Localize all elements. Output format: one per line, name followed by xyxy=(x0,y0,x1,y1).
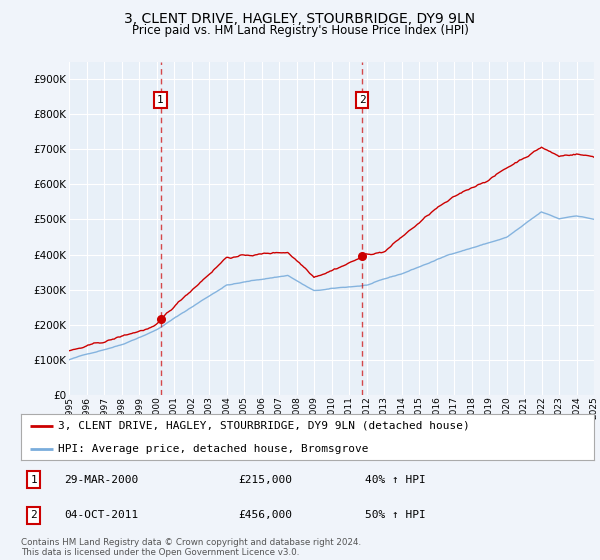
Text: HPI: Average price, detached house, Bromsgrove: HPI: Average price, detached house, Brom… xyxy=(58,444,369,454)
Text: Contains HM Land Registry data © Crown copyright and database right 2024.
This d: Contains HM Land Registry data © Crown c… xyxy=(21,538,361,557)
Text: 2: 2 xyxy=(359,95,365,105)
Text: 3, CLENT DRIVE, HAGLEY, STOURBRIDGE, DY9 9LN (detached house): 3, CLENT DRIVE, HAGLEY, STOURBRIDGE, DY9… xyxy=(58,421,470,431)
Text: 50% ↑ HPI: 50% ↑ HPI xyxy=(365,511,425,520)
Text: 04-OCT-2011: 04-OCT-2011 xyxy=(64,511,138,520)
Text: £456,000: £456,000 xyxy=(239,511,293,520)
Text: 1: 1 xyxy=(157,95,164,105)
Text: Price paid vs. HM Land Registry's House Price Index (HPI): Price paid vs. HM Land Registry's House … xyxy=(131,24,469,37)
Text: 40% ↑ HPI: 40% ↑ HPI xyxy=(365,475,425,484)
Text: 2: 2 xyxy=(30,511,37,520)
Text: £215,000: £215,000 xyxy=(239,475,293,484)
Text: 3, CLENT DRIVE, HAGLEY, STOURBRIDGE, DY9 9LN: 3, CLENT DRIVE, HAGLEY, STOURBRIDGE, DY9… xyxy=(124,12,476,26)
Text: 1: 1 xyxy=(30,475,37,484)
Text: 29-MAR-2000: 29-MAR-2000 xyxy=(64,475,138,484)
